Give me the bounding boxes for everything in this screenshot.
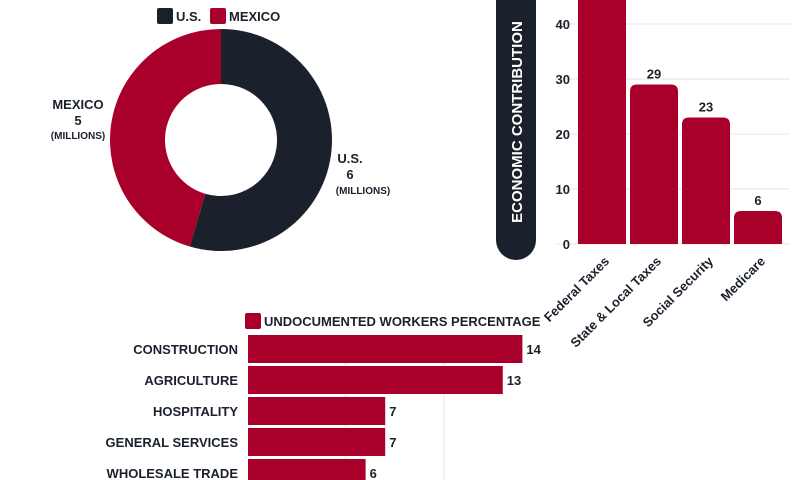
- vbar-category-label: Medicare: [718, 254, 768, 304]
- vbar-bar-medicare: [734, 211, 782, 244]
- donut-slice-us: [189, 29, 332, 251]
- vbar-yticks: 0 10 20 30 40: [556, 17, 570, 252]
- vbar-ylabel: ECONOMIC CONTRIBUTION: [509, 21, 526, 223]
- contribution-bar-chart: ECONOMIC CONTRIBUTION 0 10 20 30 40 29 23 6 Fe…: [496, 0, 790, 350]
- donut-label-us-name: U.S.: [337, 151, 362, 166]
- vbar-bar-federal-taxes: [578, 0, 626, 244]
- vbar-data-labels: 29 23 6: [647, 67, 762, 209]
- hbar-category-label: HOSPITALITY: [153, 404, 238, 419]
- hbar-data-labels: 14 13 7 7 6: [370, 342, 542, 480]
- vbar-data-label: 6: [754, 193, 761, 208]
- vbar-category-label: State & Local Taxes: [567, 254, 664, 351]
- donut-label-mexico-value: 5: [74, 113, 81, 128]
- vbar-ytick-label: 40: [556, 17, 570, 32]
- vbar-ytick-label: 0: [563, 237, 570, 252]
- vbar-ytick-label: 10: [556, 182, 570, 197]
- vbar-ytick-label: 20: [556, 127, 570, 142]
- hbar-category-label: WHOLESALE TRADE: [107, 466, 239, 480]
- hbar-data-label: 7: [389, 435, 396, 450]
- donut-label-us: U.S. 6 (MILLIONS): [336, 151, 390, 197]
- donut-label-us-unit: (MILLIONS): [336, 186, 390, 197]
- legend-swatch-us: [157, 8, 173, 24]
- hbar-bars: [248, 335, 523, 480]
- hbar-category-label: CONSTRUCTION: [133, 342, 238, 357]
- vbar-bar-state-local-taxes: [630, 84, 678, 244]
- legend-label-us: U.S.: [176, 9, 201, 24]
- vbar-data-label: 29: [647, 67, 661, 82]
- vbar-data-label: 23: [699, 100, 713, 115]
- hbar-category-label: AGRICULTURE: [144, 373, 238, 388]
- donut-legend: U.S. MEXICO: [157, 8, 280, 24]
- hbar-data-label: 7: [389, 404, 396, 419]
- donut-slice-mexico: [109, 29, 221, 247]
- ylabel-pill: [496, 0, 536, 260]
- hbar-data-label: 13: [507, 373, 521, 388]
- hbar-legend-label: UNDOCUMENTED WORKERS PERCENTAGE: [264, 314, 541, 329]
- vbar-bar-social-security: [682, 117, 730, 244]
- donut-label-mexico: MEXICO 5 (MILLIONS): [51, 97, 105, 142]
- hbar-legend-swatch: [245, 313, 261, 329]
- hbar-category-label: GENERAL SERVICES: [106, 435, 239, 450]
- hbar-bar-wholesale-trade: [248, 459, 366, 480]
- hbar-bar-hospitality: [248, 397, 386, 425]
- donut-label-mexico-name: MEXICO: [52, 97, 103, 112]
- donut-chart: U.S. MEXICO MEXICO 5 (MILLIONS) U.S. 6 (…: [51, 8, 390, 251]
- hbar-bar-construction: [248, 335, 523, 363]
- hbar-bar-general-services: [248, 428, 386, 456]
- hbar-data-label: 14: [526, 342, 541, 357]
- legend-label-mexico: MEXICO: [229, 9, 280, 24]
- vbar-ytick-label: 30: [556, 72, 570, 87]
- workers-bar-chart: UNDOCUMENTED WORKERS PERCENTAGE CONSTRUC…: [106, 313, 542, 480]
- hbar-category-labels: CONSTRUCTION AGRICULTURE HOSPITALITY GENERA…: [106, 342, 239, 480]
- vbar-bars: [578, 0, 782, 244]
- donut-slices: [109, 29, 332, 251]
- donut-label-mexico-unit: (MILLIONS): [51, 131, 105, 142]
- donut-label-us-value: 6: [346, 167, 353, 182]
- hbar-bar-agriculture: [248, 366, 503, 394]
- legend-swatch-mexico: [210, 8, 226, 24]
- hbar-data-label: 6: [370, 466, 377, 480]
